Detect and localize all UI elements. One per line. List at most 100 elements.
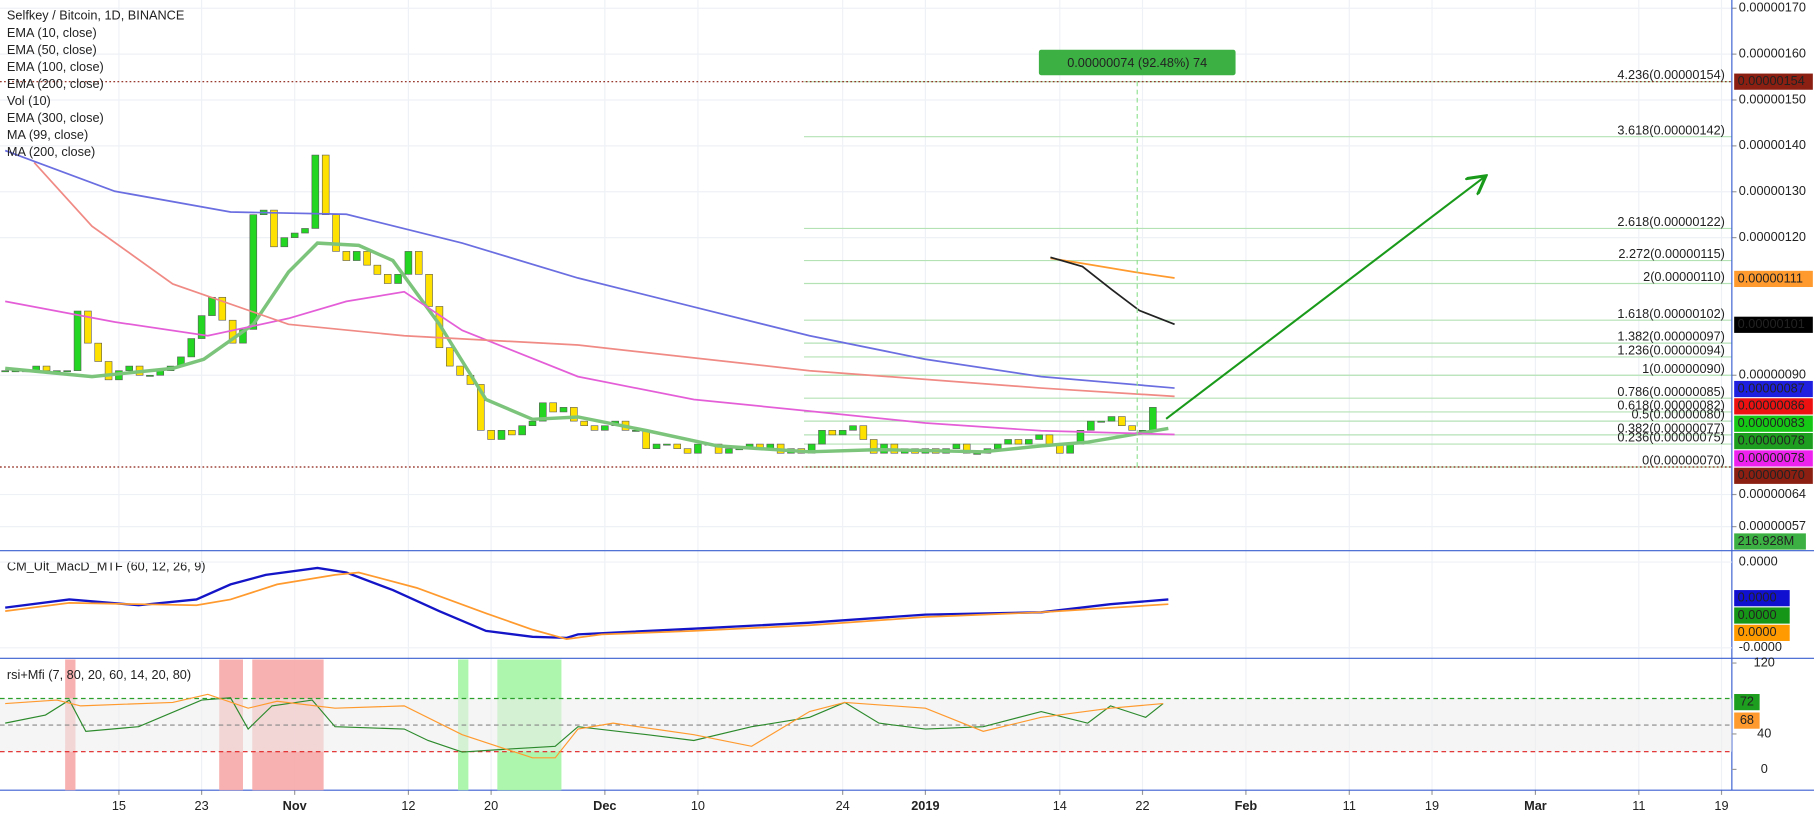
legend-entry: MA (200, close): [7, 144, 95, 159]
y-tick-label: 0.00000150: [1739, 91, 1806, 106]
macd-value-label: 0.0000: [1738, 590, 1777, 605]
legend-entry: Vol (10): [7, 93, 51, 108]
fib-label: 1.236(0.00000094): [1617, 342, 1724, 357]
candle: [94, 342, 102, 362]
price-label-box: [1734, 415, 1813, 432]
legend-entry: EMA (300, close): [7, 110, 104, 125]
y-tick-label: 0.0000: [1739, 553, 1778, 568]
price-label: 0.00000083: [1738, 415, 1805, 430]
candle: [725, 448, 733, 454]
candle: [301, 228, 309, 234]
y-tick-label: 0.00000160: [1739, 45, 1806, 60]
price-label-box: [1734, 316, 1813, 333]
x-tick-label: 23: [195, 798, 209, 813]
x-tick-label: 12: [401, 798, 415, 813]
candle: [1025, 439, 1033, 445]
candle: [446, 347, 454, 367]
candle: [425, 274, 433, 307]
macd-value-label: 0.0000: [1738, 607, 1777, 622]
price-label-box: [1734, 270, 1813, 288]
volume-label: 216.928M: [1738, 533, 1795, 548]
legend-entry: EMA (100, close): [7, 59, 104, 74]
x-tick-label: 2019: [911, 798, 939, 813]
x-tick-label: 20: [484, 798, 498, 813]
x-tick-label: Nov: [283, 798, 308, 813]
candle: [73, 310, 82, 371]
price-label: 0.00000086: [1738, 398, 1805, 413]
candle: [311, 154, 320, 229]
legend-entry: EMA (50, close): [7, 42, 97, 57]
y-tick-label: 0.00000170: [1739, 0, 1806, 15]
candle: [1107, 416, 1116, 422]
candle: [394, 274, 402, 284]
fib-label: 0.618(0.00000082): [1617, 398, 1724, 413]
candle: [321, 154, 330, 215]
price-label-box: [1734, 73, 1813, 90]
x-tick-label: 24: [836, 798, 850, 813]
price-label: 0.00000070: [1738, 467, 1805, 482]
fib-label: 0.786(0.00000085): [1617, 384, 1724, 399]
macd-value-box: [1734, 624, 1790, 641]
fib-label: 2(0.00000110): [1643, 269, 1725, 284]
candle: [456, 365, 464, 376]
candle: [249, 214, 258, 330]
x-tick-label: 22: [1135, 798, 1149, 813]
candle: [570, 407, 578, 422]
candle: [1014, 439, 1023, 445]
price-label: 0.00000154: [1738, 73, 1805, 88]
candle: [683, 448, 692, 454]
fib-label: 2.272(0.00000115): [1618, 246, 1725, 261]
x-tick-label: 10: [691, 798, 705, 813]
candle: [197, 315, 206, 339]
volume-label-box: [1734, 533, 1806, 550]
candle: [270, 209, 278, 248]
legend-entry: EMA (200, close): [7, 76, 104, 91]
fib-label: 0.382(0.00000077): [1617, 420, 1724, 435]
price-label: 0.00000078: [1738, 450, 1805, 465]
candle: [714, 443, 723, 454]
candle: [63, 370, 71, 373]
candle: [125, 365, 134, 371]
arrow: [1165, 177, 1484, 420]
candle: [642, 430, 650, 449]
candle: [352, 251, 361, 261]
candle: [518, 425, 526, 436]
fib-label: 1.382(0.00000097): [1617, 329, 1724, 344]
price-label: 0.00000078: [1738, 432, 1805, 447]
candle: [1128, 425, 1136, 431]
candle: [187, 338, 196, 358]
x-tick-label: Mar: [1524, 798, 1547, 813]
candle: [414, 251, 423, 275]
candle: [104, 361, 113, 381]
overlay-line: [4, 149, 1175, 389]
candle: [487, 430, 495, 440]
fib-label: 1.618(0.00000102): [1617, 306, 1724, 321]
overlay-line: [1050, 257, 1175, 279]
rsi-value-label: 68: [1740, 712, 1754, 727]
rsi-value-box: [1734, 712, 1760, 729]
candle: [1097, 420, 1105, 423]
y-tick-label: 0.00000140: [1739, 137, 1806, 152]
price-label-box: [1734, 380, 1813, 398]
price-label: 0.00000087: [1738, 380, 1805, 395]
x-tick-label: 19: [1714, 798, 1728, 813]
fib-label: 4.236(0.00000154): [1617, 67, 1724, 82]
candle: [549, 402, 557, 413]
y-tick-label: 0.00000064: [1739, 486, 1806, 501]
candle: [580, 420, 588, 427]
candle: [818, 430, 826, 445]
candle: [1118, 416, 1126, 427]
y-tick-label: 0.00000130: [1739, 183, 1806, 198]
overlay-line: [33, 161, 1175, 398]
macd-value-box: [1734, 607, 1790, 624]
candle: [404, 251, 413, 275]
price-label: 0.00000111: [1738, 270, 1803, 285]
candle: [869, 439, 878, 454]
candle: [673, 443, 681, 449]
macd-value-box: [1734, 590, 1790, 607]
y-tick-label: 0.00000057: [1739, 518, 1806, 533]
candle: [859, 425, 868, 440]
rsi-value-box: [1734, 694, 1760, 711]
candle: [383, 274, 392, 284]
